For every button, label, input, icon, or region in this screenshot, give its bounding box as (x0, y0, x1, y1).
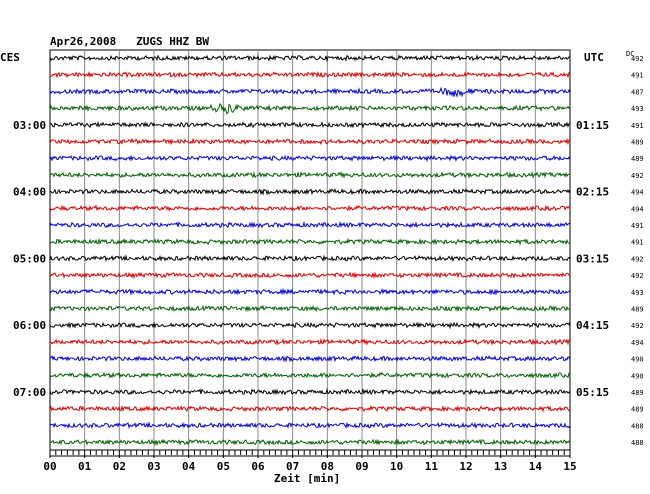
x-tick-label-0: 00 (43, 460, 56, 473)
x-tick-label-15: 15 (563, 460, 576, 473)
left-time-label-4: 07:00 (13, 386, 46, 399)
dc-value-9: 494 (631, 205, 644, 213)
x-axis-label: Zeit [min] (274, 472, 340, 485)
dc-value-10: 491 (631, 222, 644, 230)
trace-10 (49, 220, 571, 229)
dc-value-20: 489 (631, 389, 644, 397)
trace-19 (49, 371, 571, 379)
left-time-label-1: 04:00 (13, 186, 46, 199)
x-tick-label-9: 09 (355, 460, 368, 473)
seismic-traces (49, 54, 571, 447)
trace-6 (49, 154, 571, 163)
x-tick-label-5: 05 (217, 460, 230, 473)
dc-value-21: 489 (631, 406, 644, 414)
dc-value-15: 489 (631, 306, 644, 314)
x-tick-label-12: 12 (459, 460, 472, 473)
left-time-label-2: 05:00 (13, 252, 46, 265)
dc-value-4: 491 (631, 122, 644, 130)
dc-value-0: 492 (631, 55, 644, 63)
trace-13 (49, 271, 571, 280)
chart-title: Apr26,2008 ZUGS HHZ BW (50, 35, 209, 48)
dc-value-14: 493 (631, 289, 644, 297)
dc-value-3: 493 (631, 105, 644, 113)
dc-value-12: 492 (631, 255, 644, 263)
dc-value-22: 488 (631, 422, 644, 430)
dc-value-8: 494 (631, 189, 644, 197)
trace-2 (49, 86, 571, 98)
trace-3 (49, 102, 571, 115)
dc-value-13: 492 (631, 272, 644, 280)
trace-23 (49, 438, 571, 447)
trace-18 (49, 355, 571, 363)
x-tick-label-13: 13 (494, 460, 507, 473)
trace-8 (49, 188, 571, 196)
right-time-labels: 01:15 02:15 03:15 04:15 05:15 (576, 119, 609, 399)
dc-value-6: 489 (631, 155, 644, 163)
left-time-label-0: 03:00 (13, 119, 46, 132)
dc-value-18: 490 (631, 356, 644, 364)
trace-14 (49, 287, 571, 296)
right-axis-label: UTC (584, 51, 604, 64)
dc-value-19: 490 (631, 372, 644, 380)
dc-value-1: 491 (631, 72, 644, 80)
left-time-labels: 03:00 04:00 05:00 06:00 07:00 (13, 119, 46, 399)
trace-20 (49, 387, 571, 396)
trace-0 (49, 54, 571, 63)
x-tick-label-11: 11 (425, 460, 439, 473)
trace-16 (49, 321, 571, 330)
right-time-label-2: 03:15 (576, 252, 609, 265)
x-tick-label-8: 08 (321, 460, 334, 473)
x-tick-label-6: 06 (251, 460, 265, 473)
left-time-label-3: 06:00 (13, 319, 46, 332)
x-tick-label-7: 07 (286, 460, 299, 473)
dc-value-7: 492 (631, 172, 644, 180)
dc-label: DC (626, 50, 634, 58)
grid-lines (84, 50, 536, 450)
x-tick-label-2: 02 (113, 460, 126, 473)
x-tick-label-14: 14 (529, 460, 543, 473)
x-tick-label-10: 10 (390, 460, 403, 473)
right-time-label-1: 02:15 (576, 186, 609, 199)
trace-21 (49, 404, 571, 413)
dc-value-16: 492 (631, 322, 644, 330)
x-tick-label-3: 03 (147, 460, 160, 473)
left-axis-label: CES (0, 51, 20, 64)
dc-value-2: 487 (631, 88, 644, 96)
trace-17 (49, 337, 571, 346)
trace-11 (49, 237, 571, 246)
dc-value-5: 489 (631, 139, 644, 147)
trace-9 (49, 204, 571, 212)
dc-values: 492 491 487 493 491 489 489 492 494 494 491 491 492 4… (631, 55, 644, 447)
trace-12 (49, 254, 571, 263)
dc-value-17: 494 (631, 339, 644, 347)
dc-value-23: 488 (631, 439, 644, 447)
right-time-label-4: 05:15 (576, 386, 609, 399)
dc-value-11: 491 (631, 239, 644, 247)
trace-15 (49, 304, 571, 313)
trace-22 (49, 421, 571, 430)
x-tick-label-1: 01 (78, 460, 92, 473)
trace-4 (49, 120, 570, 129)
trace-7 (49, 170, 570, 179)
x-axis: 00 01 02 03 04 05 06 07 08 09 10 11 12 13 14 15 (43, 450, 577, 473)
x-tick-label-4: 04 (182, 460, 196, 473)
trace-5 (49, 137, 571, 146)
right-time-label-3: 04:15 (576, 319, 609, 332)
trace-1 (49, 70, 571, 79)
right-time-label-0: 01:15 (576, 119, 609, 132)
